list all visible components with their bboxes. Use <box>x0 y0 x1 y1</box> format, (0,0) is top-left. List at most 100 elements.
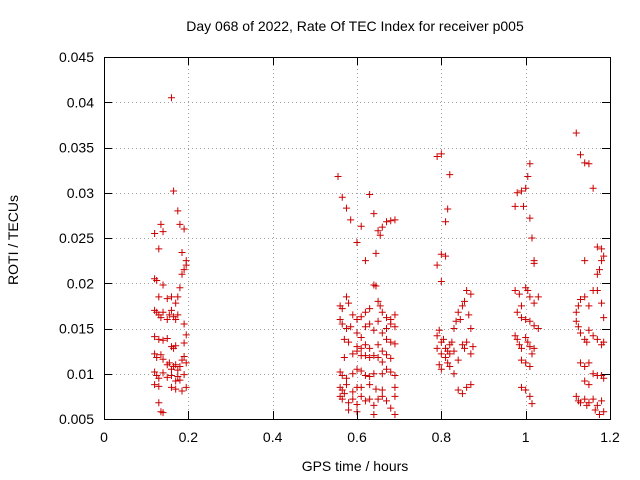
data-point <box>450 325 458 332</box>
data-point <box>176 284 184 292</box>
data-point <box>342 325 350 332</box>
y-tick-label: 0.035 <box>59 140 94 156</box>
data-point <box>353 329 361 337</box>
x-axis-tick-labels: 0 0.2 0.4 0.6 0.8 1 1.2 <box>100 429 620 445</box>
data-point <box>345 406 353 414</box>
data-point <box>572 129 580 137</box>
data-point <box>446 341 454 349</box>
data-point <box>383 351 391 359</box>
data-point <box>581 293 589 301</box>
data-point <box>435 326 443 334</box>
data-point <box>172 342 180 350</box>
data-point <box>585 359 593 367</box>
data-point <box>513 308 521 316</box>
data-point <box>366 191 374 199</box>
data-point <box>378 392 386 400</box>
data-point <box>522 184 530 192</box>
data-point <box>511 332 519 340</box>
data-point <box>155 399 163 407</box>
data-point <box>517 314 525 322</box>
data-point <box>572 308 580 316</box>
data-point <box>591 406 599 414</box>
data-point <box>172 361 180 369</box>
data-point <box>391 340 399 348</box>
data-point <box>374 353 382 361</box>
data-point <box>370 410 378 418</box>
data-point <box>170 187 178 195</box>
data-point <box>180 353 188 361</box>
data-point <box>444 205 452 213</box>
x-tick-label: 0.6 <box>347 429 367 445</box>
data-point <box>340 390 348 398</box>
data-point <box>176 363 184 371</box>
data-point <box>353 315 361 323</box>
data-point <box>387 217 395 225</box>
data-point <box>433 261 441 269</box>
data-point <box>349 370 357 378</box>
data-point <box>338 386 346 394</box>
data-point <box>366 372 374 380</box>
data-point <box>463 286 471 294</box>
data-point <box>378 347 386 355</box>
data-point <box>391 392 399 400</box>
data-point <box>353 239 361 247</box>
data-point <box>378 308 386 316</box>
data-point <box>526 214 534 222</box>
data-point <box>366 320 374 328</box>
data-point <box>383 314 391 322</box>
data-point <box>600 252 608 260</box>
data-point <box>391 311 399 319</box>
data-point <box>182 261 190 269</box>
data-point <box>391 410 399 418</box>
data-point <box>450 370 458 378</box>
data-point <box>338 193 346 201</box>
data-point <box>576 151 584 159</box>
data-point <box>174 372 182 380</box>
data-point <box>378 370 386 378</box>
data-point <box>370 210 378 218</box>
data-point <box>178 248 186 256</box>
data-point <box>442 353 450 361</box>
x-tick-label: 0.8 <box>432 429 452 445</box>
data-point <box>151 229 159 237</box>
data-point <box>391 372 399 380</box>
data-point <box>526 343 534 351</box>
data-point <box>366 344 374 352</box>
data-point <box>155 335 163 343</box>
grid-lines <box>104 57 610 419</box>
y-tick-label: 0.025 <box>59 230 94 246</box>
data-point <box>167 372 175 380</box>
data-point <box>534 293 542 301</box>
data-point <box>361 341 369 349</box>
data-point <box>176 376 184 384</box>
data-point <box>593 401 601 409</box>
data-point <box>589 332 597 340</box>
data-point <box>524 338 532 346</box>
data-point <box>442 252 450 260</box>
data-point <box>585 381 593 389</box>
data-point <box>383 325 391 332</box>
data-point <box>517 383 525 391</box>
data-point <box>454 386 462 394</box>
data-point <box>172 385 180 393</box>
data-point <box>446 171 454 179</box>
data-point <box>383 335 391 343</box>
data-point <box>159 355 167 363</box>
y-tick-label: 0.02 <box>67 275 94 291</box>
data-point <box>458 302 466 310</box>
data-point <box>159 281 167 289</box>
data-point <box>366 353 374 361</box>
data-point <box>361 372 369 380</box>
data-point <box>433 153 441 161</box>
data-point <box>372 249 380 257</box>
data-point <box>387 354 395 362</box>
data-point <box>576 329 584 337</box>
data-point <box>585 160 593 168</box>
data-point <box>467 350 475 358</box>
data-point <box>572 392 580 400</box>
data-point <box>522 359 530 367</box>
data-point <box>530 322 538 330</box>
data-point <box>593 286 601 294</box>
data-point <box>349 388 357 396</box>
data-point <box>172 377 180 385</box>
